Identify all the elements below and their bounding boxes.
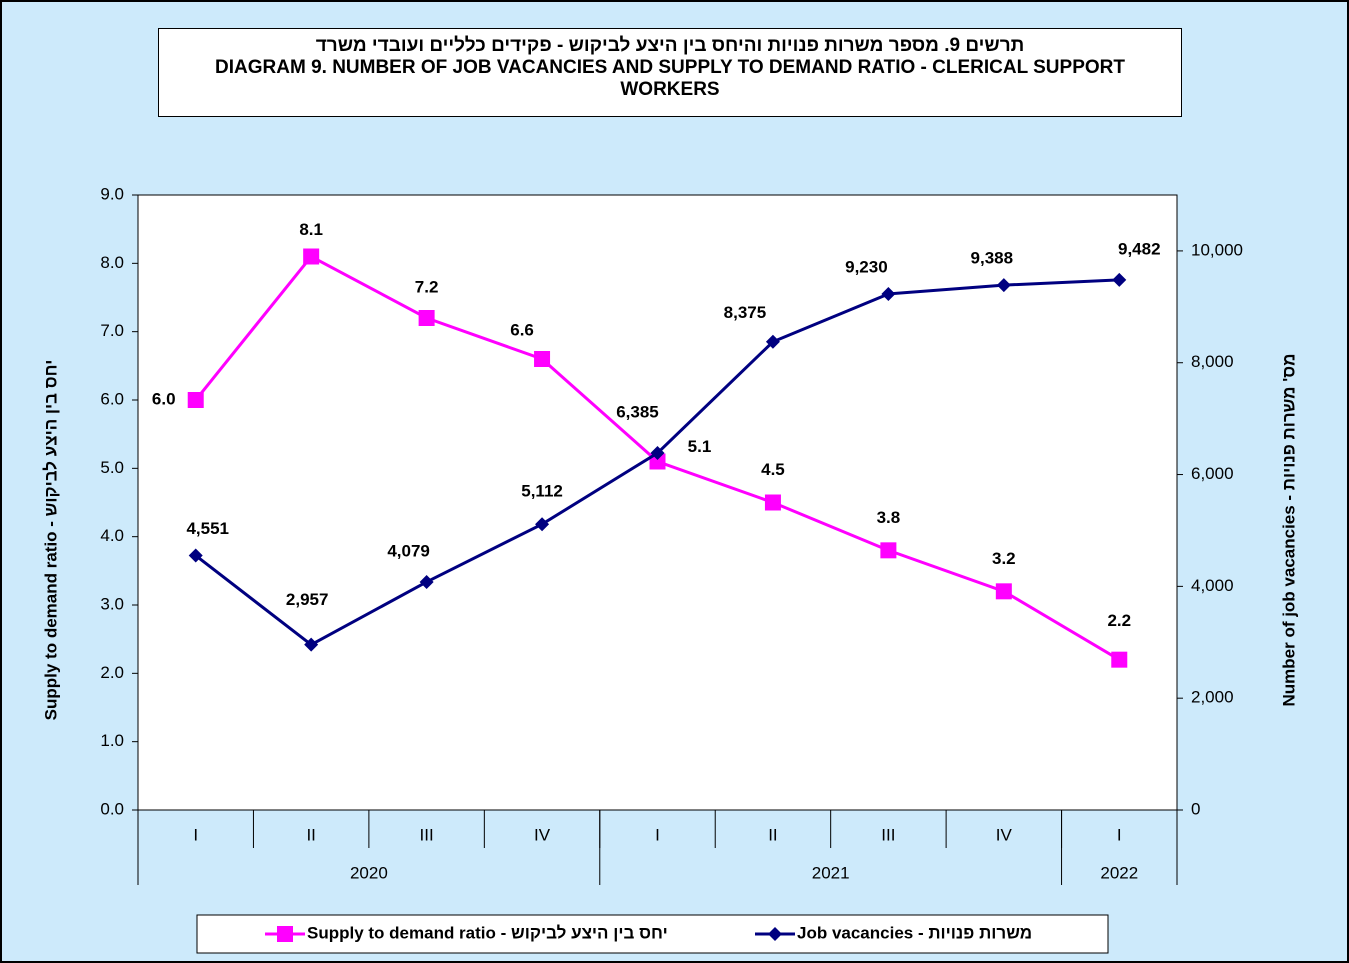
data-label: 4,079 (387, 541, 430, 560)
data-point (1111, 651, 1128, 668)
title-box: תרשים 9. מספר משרות פנויות והיחס בין היצ… (158, 28, 1182, 117)
x-tick-label: I (1117, 825, 1122, 844)
y-tick-label: 0.0 (100, 799, 124, 818)
data-point (649, 453, 666, 470)
plot-area (137, 194, 1178, 811)
y2-tick-label: 0 (1191, 799, 1200, 818)
data-point (188, 548, 203, 563)
data-point (419, 574, 434, 589)
legend-label: Job vacancies - משרות פנויות (797, 923, 1032, 942)
data-label: 8,375 (724, 303, 767, 322)
data-label: 6.0 (152, 389, 176, 408)
chart-title-hebrew: תרשים 9. מספר משרות פנויות והיחס בין היצ… (315, 35, 1025, 56)
y-axis-title: Supply to demand ratio - יחס בין היצע לב… (41, 360, 60, 721)
legend-label: Supply to demand ratio - יחס בין היצע לב… (307, 923, 668, 942)
x-group-label: 2021 (812, 863, 850, 882)
x-tick-label: II (306, 825, 315, 844)
x-tick-label: III (881, 825, 895, 844)
data-label: 6,385 (616, 403, 659, 422)
x-tick-label: I (193, 825, 198, 844)
data-label: 5,112 (521, 482, 563, 501)
x-group-label: 2022 (1100, 863, 1138, 882)
x-tick-label: I (655, 825, 660, 844)
data-label: 3.8 (877, 508, 901, 527)
data-label: 7.2 (415, 277, 439, 296)
data-label: 6.6 (510, 320, 534, 339)
data-point (765, 334, 780, 349)
data-label: 2,957 (286, 590, 329, 609)
y-tick-label: 8.0 (100, 253, 124, 272)
legend-box (196, 914, 1109, 954)
y-tick-label: 4.0 (100, 526, 124, 545)
x-tick-label: III (420, 825, 434, 844)
data-point (534, 351, 551, 367)
data-label: 4,551 (186, 519, 229, 538)
x-tick-label: IV (534, 825, 551, 844)
data-label: 9,388 (971, 249, 1014, 268)
legend-marker (768, 927, 782, 941)
data-point (650, 446, 665, 461)
data-point (996, 278, 1011, 293)
y2-tick-label: 10,000 (1191, 240, 1243, 259)
y2-tick-label: 8,000 (1191, 352, 1234, 371)
data-label: 2.2 (1107, 611, 1131, 630)
data-label: 9,230 (845, 257, 888, 276)
y2-axis-title: Number of job vacancies - מס' משרות פנוי… (1279, 353, 1298, 706)
x-group-label: 2020 (350, 863, 388, 882)
data-point (880, 542, 897, 559)
data-label: 3.2 (992, 549, 1016, 568)
y-tick-label: 2.0 (100, 663, 124, 682)
data-label: 9,482 (1118, 239, 1161, 258)
data-point (187, 392, 204, 408)
data-point (535, 517, 550, 532)
data-label: 5.1 (688, 437, 712, 456)
data-point (418, 310, 435, 326)
data-point (1112, 272, 1127, 287)
data-point (764, 494, 781, 511)
y2-tick-label: 6,000 (1191, 464, 1234, 483)
data-label: 4.5 (761, 460, 785, 479)
data-point (995, 583, 1012, 600)
y-tick-label: 6.0 (100, 389, 124, 408)
data-point (304, 637, 319, 652)
y-tick-label: 5.0 (100, 458, 124, 477)
y-tick-label: 7.0 (100, 321, 124, 340)
x-tick-label: II (768, 825, 777, 844)
x-tick-label: IV (996, 825, 1013, 844)
data-point (303, 248, 320, 265)
data-point (881, 286, 896, 301)
y-tick-label: 9.0 (100, 184, 124, 203)
y-tick-label: 1.0 (100, 731, 124, 750)
y-tick-label: 3.0 (100, 594, 124, 613)
y2-tick-label: 4,000 (1191, 576, 1234, 595)
chart-title: DIAGRAM 9. NUMBER OF JOB VACANCIES AND S… (215, 57, 1125, 100)
y2-tick-label: 2,000 (1191, 688, 1234, 707)
data-label: 8.1 (299, 220, 323, 239)
legend-marker (277, 926, 293, 942)
